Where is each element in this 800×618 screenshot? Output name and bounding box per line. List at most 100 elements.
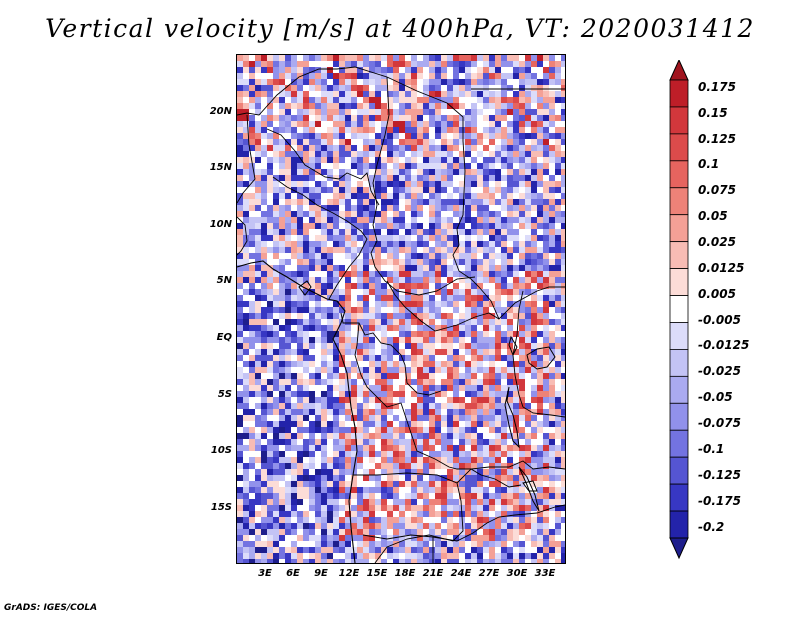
field-cell <box>507 55 513 61</box>
field-cell <box>315 97 321 103</box>
field-cell <box>447 271 453 277</box>
field-cell <box>303 403 309 409</box>
field-cell <box>411 103 417 109</box>
field-cell <box>261 205 267 211</box>
field-cell <box>477 367 483 373</box>
field-cell <box>525 133 531 139</box>
field-cell <box>477 157 483 163</box>
field-cell <box>549 235 555 241</box>
field-cell <box>267 193 273 199</box>
field-cell <box>315 259 321 265</box>
field-cell <box>255 445 261 451</box>
field-cell <box>405 211 411 217</box>
field-cell <box>285 175 291 181</box>
field-cell <box>411 193 417 199</box>
field-cell <box>255 325 261 331</box>
field-cell <box>381 145 387 151</box>
field-cell <box>477 121 483 127</box>
field-cell <box>261 157 267 163</box>
field-cell <box>357 481 363 487</box>
field-cell <box>261 463 267 469</box>
field-cell <box>279 319 285 325</box>
field-cell <box>495 373 501 379</box>
field-cell <box>471 187 477 193</box>
field-cell <box>519 307 525 313</box>
field-cell <box>399 139 405 145</box>
field-cell <box>519 325 525 331</box>
field-cell <box>495 427 501 433</box>
field-cell <box>555 487 561 493</box>
field-cell <box>369 175 375 181</box>
field-cell <box>327 169 333 175</box>
field-cell <box>405 127 411 133</box>
field-cell <box>537 421 543 427</box>
colorbar-segment <box>669 79 689 108</box>
field-cell <box>321 301 327 307</box>
field-cell <box>267 259 273 265</box>
field-cell <box>303 157 309 163</box>
field-cell <box>435 361 441 367</box>
field-cell <box>279 427 285 433</box>
field-cell <box>483 313 489 319</box>
field-cell <box>471 121 477 127</box>
field-cell <box>381 259 387 265</box>
field-cell <box>387 55 393 61</box>
field-cell <box>525 157 531 163</box>
field-cell <box>237 547 243 553</box>
field-cell <box>255 427 261 433</box>
field-cell <box>489 457 495 463</box>
field-cell <box>315 547 321 553</box>
field-cell <box>549 181 555 187</box>
field-cell <box>315 397 321 403</box>
field-cell <box>357 415 363 421</box>
field-cell <box>555 247 561 253</box>
field-cell <box>423 559 429 563</box>
field-cell <box>507 511 513 517</box>
field-cell <box>327 541 333 547</box>
field-cell <box>279 487 285 493</box>
field-cell <box>525 205 531 211</box>
field-cell <box>363 265 369 271</box>
field-cell <box>399 133 405 139</box>
field-cell <box>447 127 453 133</box>
field-cell <box>261 343 267 349</box>
colorbar-label: -0.2 <box>698 520 725 534</box>
field-cell <box>459 55 465 61</box>
field-cell <box>339 505 345 511</box>
field-cell <box>351 541 357 547</box>
field-cell <box>543 235 549 241</box>
field-cell <box>525 379 531 385</box>
field-cell <box>315 529 321 535</box>
field-cell <box>465 211 471 217</box>
field-cell <box>321 265 327 271</box>
field-cell <box>459 271 465 277</box>
field-cell <box>459 109 465 115</box>
field-cell <box>423 103 429 109</box>
field-cell <box>279 85 285 91</box>
field-cell <box>489 133 495 139</box>
field-cell <box>405 151 411 157</box>
field-cell <box>237 337 243 343</box>
field-cell <box>381 127 387 133</box>
field-cell <box>507 61 513 67</box>
field-cell <box>555 451 561 457</box>
field-cell <box>303 349 309 355</box>
field-cell <box>501 505 507 511</box>
field-cell <box>303 85 309 91</box>
field-cell <box>405 61 411 67</box>
field-cell <box>525 169 531 175</box>
field-cell <box>273 451 279 457</box>
field-cell <box>483 115 489 121</box>
field-cell <box>237 229 243 235</box>
field-cell <box>507 361 513 367</box>
field-cell <box>261 217 267 223</box>
field-cell <box>339 217 345 223</box>
field-cell <box>459 283 465 289</box>
field-cell <box>507 289 513 295</box>
field-cell <box>267 409 273 415</box>
field-cell <box>285 127 291 133</box>
field-cell <box>555 265 561 271</box>
field-cell <box>345 493 351 499</box>
field-cell <box>357 361 363 367</box>
field-cell <box>483 151 489 157</box>
